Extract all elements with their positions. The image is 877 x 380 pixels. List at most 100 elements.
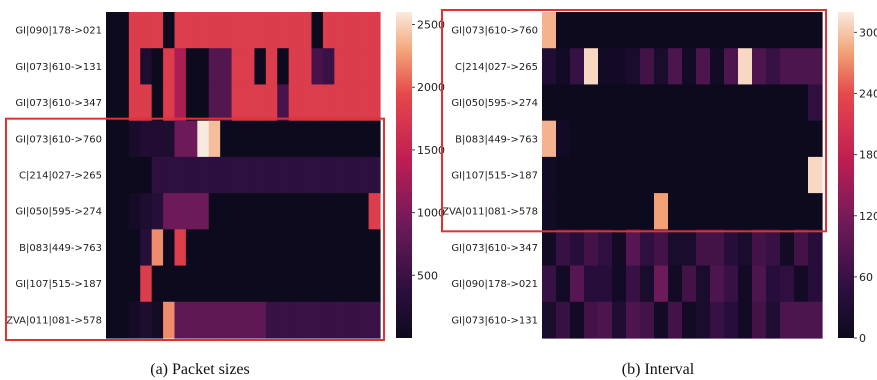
- heatmap-cell: [766, 48, 781, 86]
- heatmap-cell: [334, 265, 347, 303]
- colorbar-tick-label: 60: [859, 271, 873, 284]
- heatmap-cell: [542, 120, 557, 158]
- heatmap-cell: [220, 84, 233, 122]
- heatmap-cell: [345, 120, 358, 158]
- heatmap-cell: [151, 301, 164, 339]
- heatmap-cell: [794, 301, 809, 339]
- heatmap-cell: [542, 265, 557, 303]
- colorbar-tick-label: 2000: [417, 81, 445, 94]
- heatmap-cell: [724, 48, 739, 86]
- heatmap-cell: [300, 120, 313, 158]
- heatmap-cell: [654, 265, 669, 303]
- heatmap-cell: [556, 156, 571, 194]
- heatmap-cell: [185, 193, 198, 230]
- heatmap-cell: [640, 265, 655, 303]
- heatmap-cell: [117, 193, 130, 230]
- heatmap-cell: [570, 301, 585, 339]
- heatmap-cell: [640, 301, 655, 339]
- heatmap-cell: [542, 229, 557, 267]
- packet-sizes-colorbar: [396, 12, 412, 338]
- interval-colorbar: [838, 12, 854, 338]
- heatmap-cell: [140, 12, 153, 49]
- heatmap-cell: [724, 301, 739, 339]
- heatmap-cell: [640, 120, 655, 158]
- heatmap-cell: [612, 229, 627, 267]
- heatmap-cell: [128, 301, 141, 339]
- heatmap-cell: [106, 120, 119, 158]
- heatmap-cell: [766, 193, 781, 230]
- heatmap-cell: [808, 229, 823, 267]
- heatmap-cell: [724, 193, 739, 230]
- heatmap-cell: [322, 193, 335, 230]
- interval-panel: GI|073|610->760 C|214|027->265 GI|050|595-…: [441, 9, 877, 378]
- heatmap-cell: [780, 301, 795, 339]
- heatmap-cell: [654, 12, 669, 49]
- heatmap-cell: [208, 120, 221, 158]
- heatmap-cell: [231, 12, 244, 49]
- heatmap-cell: [570, 84, 585, 122]
- heatmap-cell: [345, 229, 358, 267]
- heatmap-cell: [696, 84, 711, 122]
- heatmap-cell: [368, 12, 381, 49]
- heatmap-cell: [151, 12, 164, 49]
- heatmap-cell: [598, 156, 613, 194]
- heatmap-cell: [668, 265, 683, 303]
- heatmap-cell: [640, 156, 655, 194]
- packet-sizes-panel: GI|090|178->021 GI|073|610->131 GI|073|610…: [5, 12, 445, 378]
- heatmap-cell: [752, 84, 767, 122]
- heatmap-cell: [265, 120, 278, 158]
- heatmap-cell: [231, 229, 244, 267]
- heatmap-cell: [208, 48, 221, 86]
- heatmap-cell: [584, 229, 599, 267]
- heatmap-cell: [556, 84, 571, 122]
- heatmap-cell: [128, 84, 141, 122]
- heatmap-cell: [766, 84, 781, 122]
- heatmap-cell: [174, 193, 187, 230]
- row-label: ZVA|011|081->578: [442, 207, 538, 218]
- heatmap-cell: [738, 265, 753, 303]
- heatmap-cell: [738, 156, 753, 194]
- heatmap-cell: [174, 156, 187, 194]
- heatmap-cell: [117, 229, 130, 267]
- heatmap-cell: [265, 84, 278, 122]
- heatmap-cell: [243, 301, 256, 339]
- heatmap-cell: [345, 12, 358, 49]
- heatmap-cell: [724, 120, 739, 158]
- heatmap-cell: [117, 120, 130, 158]
- heatmap-cell: [322, 156, 335, 194]
- heatmap-cell: [288, 265, 301, 303]
- heatmap-cell: [243, 193, 256, 230]
- heatmap-cell: [185, 120, 198, 158]
- heatmap-cell: [808, 84, 823, 122]
- interval-highlight-box: [441, 9, 827, 233]
- heatmap-cell: [277, 156, 290, 194]
- heatmap-cell: [626, 265, 641, 303]
- heatmap-cell: [220, 265, 233, 303]
- heatmap-cell: [300, 48, 313, 86]
- heatmap-cell: [277, 84, 290, 122]
- heatmap-cell: [231, 120, 244, 158]
- heatmap-cell: [640, 229, 655, 267]
- heatmap-cell: [128, 193, 141, 230]
- heatmap-cell: [584, 301, 599, 339]
- heatmap-cell: [780, 156, 795, 194]
- heatmap-cell: [584, 265, 599, 303]
- heatmap-cell: [265, 301, 278, 339]
- heatmap-cell: [752, 193, 767, 230]
- row-label: GI|073|610->347: [15, 98, 102, 109]
- heatmap-cell: [106, 12, 119, 49]
- heatmap-cell: [640, 12, 655, 49]
- heatmap-cell: [696, 120, 711, 158]
- heatmap-cell: [345, 301, 358, 339]
- heatmap-cell: [311, 12, 324, 49]
- heatmap-cell: [612, 301, 627, 339]
- heatmap-cell: [668, 156, 683, 194]
- row-label: B|083|449->763: [455, 134, 538, 145]
- heatmap-cell: [231, 193, 244, 230]
- heatmap-cell: [140, 265, 153, 303]
- heatmap-cell: [724, 229, 739, 267]
- heatmap-cell: [612, 156, 627, 194]
- row-label: GI|090|178->021: [15, 26, 102, 37]
- heatmap-cell: [766, 301, 781, 339]
- heatmap-cell: [598, 193, 613, 230]
